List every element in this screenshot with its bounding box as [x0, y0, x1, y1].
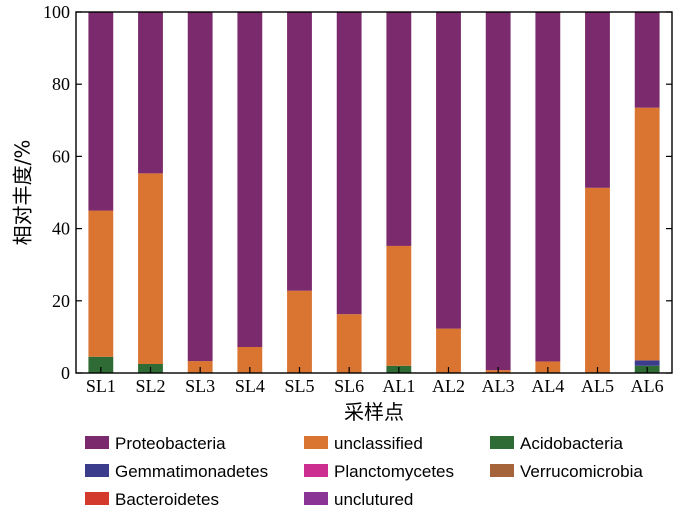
x-tick-label-al2: AL2: [432, 376, 465, 396]
bar-segment-SL6-unclassified: [336, 314, 362, 373]
x-tick-label-al3: AL3: [482, 376, 515, 396]
legend-item-planctomycetes: Planctomycetes: [304, 462, 454, 481]
y-tick-label: 20: [52, 291, 70, 311]
bar-segment-AL3-proteobacteria: [485, 12, 511, 371]
bar-segment-SL3-proteobacteria: [187, 12, 213, 362]
bar-segment-AL6-proteobacteria: [634, 12, 660, 108]
x-tick-label-sl3: SL3: [185, 376, 215, 396]
bar-segment-SL5-proteobacteria: [287, 12, 312, 291]
x-tick-label-sl4: SL4: [235, 376, 265, 396]
x-tick-label-sl1: SL1: [86, 376, 116, 396]
legend-item-unclutured: unclutured: [304, 490, 413, 509]
x-tick-label-al1: AL1: [382, 376, 415, 396]
bar-segment-AL6-gemmatimonadetes: [634, 360, 660, 366]
legend-label: Planctomycetes: [334, 462, 454, 481]
bar-segment-SL4-proteobacteria: [237, 12, 263, 348]
legend-swatch: [490, 464, 514, 477]
x-tick-label-al6: AL6: [631, 376, 664, 396]
legend-swatch: [304, 492, 328, 505]
x-axis: SL1 SL2 SL3 SL4 SL5 SL6 AL1 AL2 AL3 AL4 AL5 AL6: [86, 367, 664, 396]
legend-label: Proteobacteria: [115, 434, 226, 453]
legend-label: Verrucomicrobia: [520, 462, 643, 481]
legend-swatch: [304, 436, 328, 449]
y-tick-label: 100: [43, 2, 70, 22]
bar-segment-SL2-proteobacteria: [138, 12, 163, 174]
legend-label: Acidobacteria: [520, 434, 624, 453]
legend-label: Gemmatimonadetes: [115, 462, 268, 481]
legend-item-unclassified: unclassified: [304, 434, 423, 453]
legend-swatch: [85, 464, 109, 477]
legend-label: unclutured: [334, 490, 413, 509]
bar-segment-SL6-proteobacteria: [336, 12, 362, 315]
legend: Proteobacteria unclassified Acidobacteria G…: [85, 434, 643, 509]
y-tick-label: 80: [52, 74, 70, 94]
legend-swatch: [490, 436, 514, 449]
x-tick-label-al5: AL5: [581, 376, 614, 396]
bar-segment-AL2-unclassified: [436, 328, 461, 373]
y-axis: 0 20 40 60 80 100: [43, 2, 672, 383]
legend-swatch: [85, 492, 109, 505]
bar-segment-AL1-unclassified: [386, 245, 412, 366]
y-tick-label: 60: [52, 146, 70, 166]
legend-item-gemmatimonadetes: Gemmatimonadetes: [85, 462, 268, 481]
x-tick-label-sl2: SL2: [135, 376, 165, 396]
bar-segment-AL1-proteobacteria: [386, 12, 412, 246]
bar-segment-AL5-unclassified: [585, 187, 610, 373]
bar-segment-AL5-proteobacteria: [585, 12, 610, 188]
x-tick-label-sl6: SL6: [334, 376, 364, 396]
bars-group: [88, 12, 660, 373]
bar-segment-SL2-unclassified: [138, 173, 163, 364]
legend-item-proteobacteria: Proteobacteria: [85, 434, 226, 453]
y-axis-title: 相对丰度/%: [11, 140, 35, 246]
bar-segment-SL1-acidobacteria: [88, 356, 114, 373]
legend-label: unclassified: [334, 434, 423, 453]
legend-swatch: [85, 436, 109, 449]
bar-segment-AL6-unclassified: [634, 107, 660, 361]
y-tick-label: 0: [61, 363, 70, 383]
y-tick-label: 40: [52, 219, 70, 239]
legend-item-acidobacteria: Acidobacteria: [490, 434, 624, 453]
x-tick-label-sl5: SL5: [284, 376, 314, 396]
legend-item-verrucomicrobia: Verrucomicrobia: [490, 462, 643, 481]
legend-label: Bacteroidetes: [115, 490, 219, 509]
legend-swatch: [304, 464, 328, 477]
legend-item-bacteroidetes: Bacteroidetes: [85, 490, 219, 509]
x-axis-title: 采样点: [344, 400, 404, 424]
bar-segment-SL1-proteobacteria: [88, 12, 114, 211]
bar-segment-SL5-unclassified: [287, 290, 312, 373]
bar-segment-AL2-proteobacteria: [436, 12, 461, 329]
bar-segment-SL1-unclassified: [88, 210, 114, 357]
x-tick-label-al4: AL4: [531, 376, 564, 396]
plot-frame: [75, 11, 673, 374]
bar-segment-AL4-proteobacteria: [535, 12, 561, 362]
